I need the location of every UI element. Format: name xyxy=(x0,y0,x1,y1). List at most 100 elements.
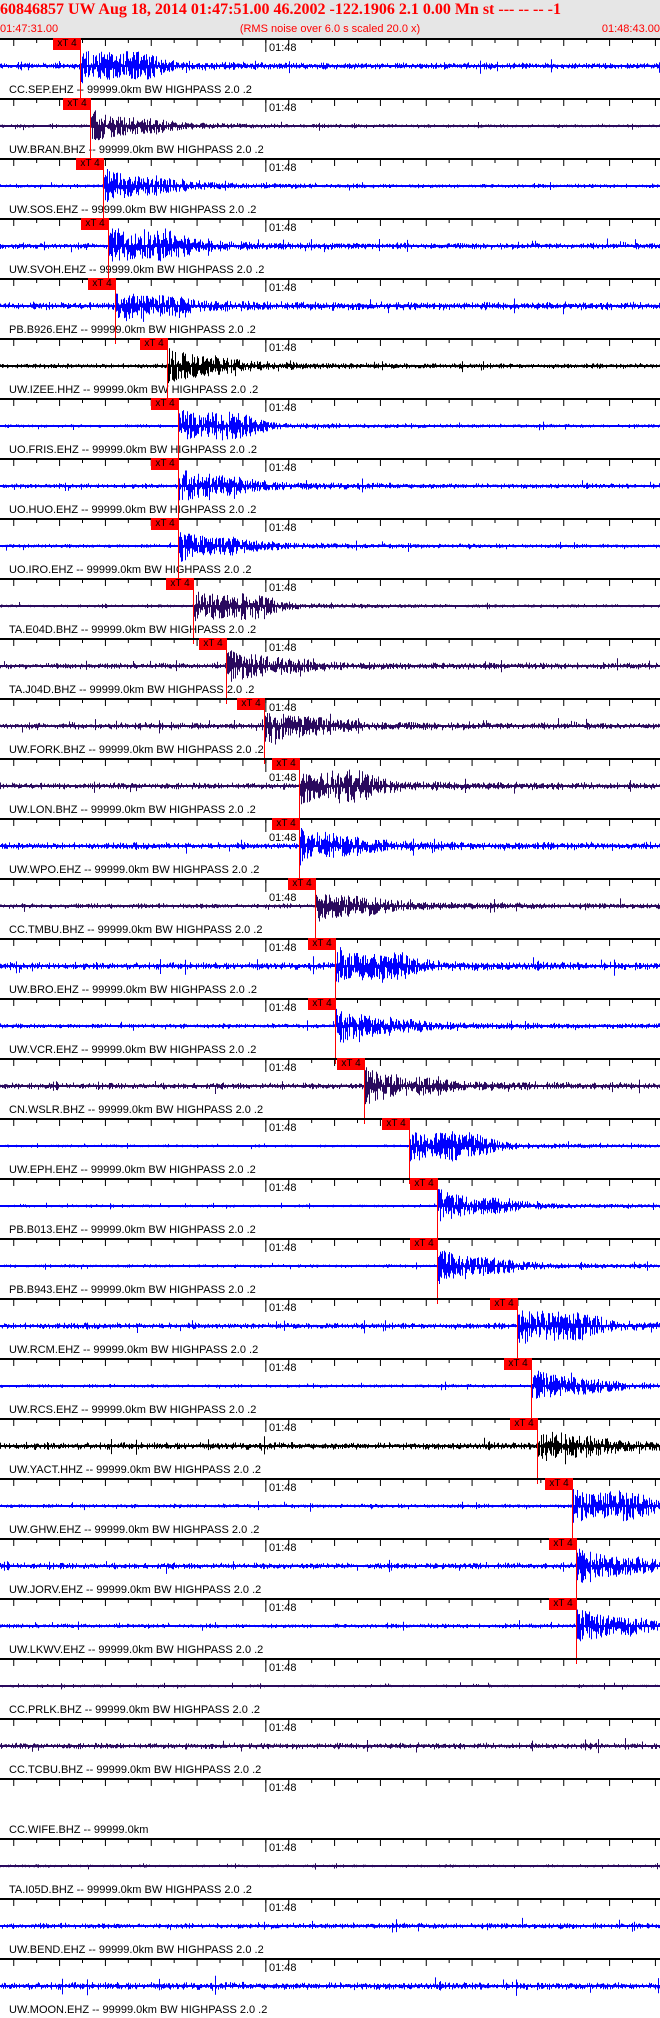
pick-marker[interactable]: xT 4 xyxy=(288,878,316,890)
minute-label: 01:48 xyxy=(269,342,297,354)
pick-line[interactable] xyxy=(299,818,300,884)
pick-marker[interactable]: xT 4 xyxy=(272,818,300,830)
pick-marker[interactable]: xT 4 xyxy=(308,998,336,1010)
pick-marker[interactable]: xT 4 xyxy=(382,1118,410,1130)
channel-label: PB.B926.EHZ -- 99999.0km BW HIGHPASS 2.0… xyxy=(9,324,256,336)
pick-line[interactable] xyxy=(572,1478,573,1544)
channel-label: CC.SEP.EHZ -- 99999.0km BW HIGHPASS 2.0 … xyxy=(9,84,252,96)
pick-line[interactable] xyxy=(531,1358,532,1424)
pick-line[interactable] xyxy=(437,1178,438,1244)
channel-label: UW.EPH.EHZ -- 99999.0km BW HIGHPASS 2.0 … xyxy=(9,1164,256,1176)
minute-label: 01:48 xyxy=(269,402,297,414)
pick-line[interactable] xyxy=(364,1058,365,1124)
trace-plot xyxy=(0,1658,660,1690)
minute-label: 01:48 xyxy=(269,1842,297,1854)
pick-line[interactable] xyxy=(409,1118,410,1184)
channel-label: UW.LKWV.EHZ -- 99999.0km BW HIGHPASS 2.0… xyxy=(9,1644,264,1656)
pick-line[interactable] xyxy=(315,878,316,944)
pick-line[interactable] xyxy=(167,338,168,404)
pick-marker[interactable]: xT 4 xyxy=(88,278,116,290)
waveform xyxy=(0,48,660,87)
minute-label: 01:48 xyxy=(269,1782,297,1794)
trace-plot xyxy=(0,1118,660,1162)
pick-marker[interactable]: xT 4 xyxy=(272,758,300,770)
trace-panel: 01:48 UW.SOS.EHZ -- 99999.0km BW HIGHPASS… xyxy=(0,158,660,224)
pick-line[interactable] xyxy=(437,1238,438,1304)
pick-marker[interactable]: xT 4 xyxy=(81,218,109,230)
waveform xyxy=(0,894,660,922)
pick-line[interactable] xyxy=(103,158,104,224)
pick-line[interactable] xyxy=(299,758,300,824)
channel-label: UW.IZEE.HHZ -- 99999.0km BW HIGHPASS 2.0… xyxy=(9,384,259,396)
trace-panel: 01:48 UW.GHW.EHZ -- 99999.0km BW HIGHPASS… xyxy=(0,1478,660,1544)
pick-line[interactable] xyxy=(108,218,109,284)
trace-panel: 01:48 CC.PRLK.BHZ -- 99999.0km BW HIGHPAS… xyxy=(0,1658,660,1718)
channel-label: UW.RCS.EHZ -- 99999.0km BW HIGHPASS 2.0 … xyxy=(9,1404,257,1416)
minute-label: 01:48 xyxy=(269,222,297,234)
trace-plot xyxy=(0,1538,660,1583)
pick-line[interactable] xyxy=(335,938,336,1004)
pick-line[interactable] xyxy=(264,698,265,764)
pick-marker[interactable]: xT 4 xyxy=(53,38,81,50)
minute-label: 01:48 xyxy=(269,102,297,114)
trace-panel: 01:48 UW.BRO.EHZ -- 99999.0km BW HIGHPASS… xyxy=(0,938,660,1004)
trace-panel: 01:48 UW.MOON.EHZ -- 99999.0km BW HIGHPAS… xyxy=(0,1958,660,2018)
pick-line[interactable] xyxy=(226,638,227,704)
channel-label: TA.I05D.BHZ -- 99999.0km BW HIGHPASS 2.0… xyxy=(9,1884,252,1896)
pick-marker[interactable]: xT 4 xyxy=(151,518,179,530)
pick-marker[interactable]: xT 4 xyxy=(237,698,265,710)
channel-label: UW.SVOH.EHZ -- 99999.0km BW HIGHPASS 2.0… xyxy=(9,264,265,276)
channel-label: UW.BEND.EHZ -- 99999.0km BW HIGHPASS 2.0… xyxy=(9,1944,264,1956)
channel-label: CN.WSLR.BHZ -- 99999.0km BW HIGHPASS 2.0… xyxy=(9,1104,264,1116)
pick-marker[interactable]: xT 4 xyxy=(76,158,104,170)
trace-plot xyxy=(0,218,660,262)
pick-line[interactable] xyxy=(178,518,179,584)
trace-panel: 01:48 TA.J04D.BHZ -- 99999.0km BW HIGHPAS… xyxy=(0,638,660,704)
trace-panel: 01:48 CC.TCBU.BHZ -- 99999.0km BW HIGHPAS… xyxy=(0,1718,660,1778)
pick-marker[interactable]: xT 4 xyxy=(410,1178,438,1190)
channel-label: UW.FORK.BHZ -- 99999.0km BW HIGHPASS 2.0… xyxy=(9,744,264,756)
minute-label: 01:48 xyxy=(269,1362,297,1374)
pick-marker[interactable]: xT 4 xyxy=(549,1598,577,1610)
pick-line[interactable] xyxy=(178,458,179,524)
waveform xyxy=(0,1431,660,1465)
pick-marker[interactable]: xT 4 xyxy=(337,1058,365,1070)
pick-marker[interactable]: xT 4 xyxy=(151,458,179,470)
pick-marker[interactable]: xT 4 xyxy=(151,398,179,410)
trace-plot xyxy=(0,1238,660,1284)
pick-line[interactable] xyxy=(335,998,336,1064)
pick-marker[interactable]: xT 4 xyxy=(504,1358,532,1370)
pick-marker[interactable]: xT 4 xyxy=(545,1478,573,1490)
pick-marker[interactable]: xT 4 xyxy=(308,938,336,950)
pick-line[interactable] xyxy=(90,98,91,164)
minute-label: 01:48 xyxy=(269,1242,297,1254)
channel-label: UO.IRO.EHZ -- 99999.0km BW HIGHPASS 2.0 … xyxy=(9,564,252,576)
pick-line[interactable] xyxy=(517,1298,518,1364)
pick-line[interactable] xyxy=(576,1598,577,1664)
pick-marker[interactable]: xT 4 xyxy=(166,578,194,590)
pick-marker[interactable]: xT 4 xyxy=(490,1298,518,1310)
pick-line[interactable] xyxy=(576,1538,577,1604)
pick-marker[interactable]: xT 4 xyxy=(510,1418,538,1430)
pick-line[interactable] xyxy=(537,1418,538,1484)
trace-plot xyxy=(0,1178,660,1222)
pick-marker[interactable]: xT 4 xyxy=(549,1538,577,1550)
pick-line[interactable] xyxy=(193,578,194,644)
channel-label: CC.PRLK.BHZ -- 99999.0km BW HIGHPASS 2.0… xyxy=(9,1704,261,1716)
pick-marker[interactable]: xT 4 xyxy=(63,98,91,110)
pick-marker[interactable]: xT 4 xyxy=(410,1238,438,1250)
trace-panel: 01:48 PB.B943.EHZ -- 99999.0km BW HIGHPAS… xyxy=(0,1238,660,1304)
trace-plot xyxy=(0,98,660,144)
pick-marker[interactable]: xT 4 xyxy=(199,638,227,650)
minute-label: 01:48 xyxy=(269,522,297,534)
channel-label: CC.WIFE.BHZ -- 99999.0km xyxy=(9,1824,149,1836)
pick-line[interactable] xyxy=(80,38,81,104)
pick-line[interactable] xyxy=(115,278,116,344)
pick-line[interactable] xyxy=(178,398,179,464)
pick-marker[interactable]: xT 4 xyxy=(140,338,168,350)
trace-plot xyxy=(0,1358,660,1406)
channel-label: PB.B013.EHZ -- 99999.0km BW HIGHPASS 2.0… xyxy=(9,1224,256,1236)
trace-plot xyxy=(0,638,660,682)
trace-plot xyxy=(0,758,660,807)
channel-label: UW.LON.BHZ -- 99999.0km BW HIGHPASS 2.0 … xyxy=(9,804,256,816)
